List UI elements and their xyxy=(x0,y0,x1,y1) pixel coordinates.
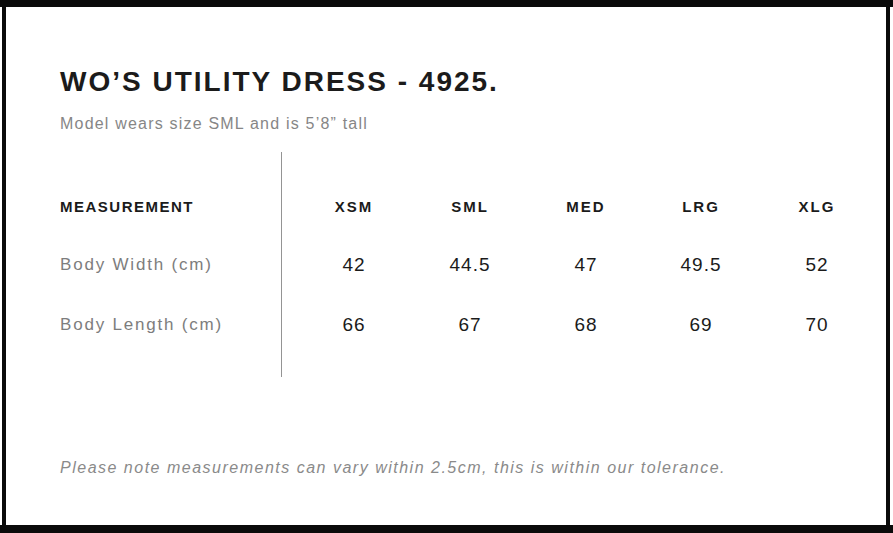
column-header-lrg: LRG xyxy=(643,198,759,216)
body-length-sml-value: 67 xyxy=(412,314,528,336)
row-label-body-width: Body Width (cm) xyxy=(60,254,213,276)
body-length-xlg-value: 70 xyxy=(759,314,875,336)
row-label-body-length: Body Length (cm) xyxy=(60,314,223,336)
page-title: WO’S UTILITY DRESS - 4925. xyxy=(60,66,499,98)
body-length-xsm-value: 66 xyxy=(296,314,412,336)
size-guide-page: WO’S UTILITY DRESS - 4925. Model wears s… xyxy=(0,0,893,533)
model-size-note: Model wears size SML and is 5’8” tall xyxy=(60,115,368,133)
table-row-body-width: Body Width (cm) 42 44.5 47 49.5 52 xyxy=(0,254,893,276)
body-width-sml-value: 44.5 xyxy=(412,254,528,276)
column-header-sml: SML xyxy=(412,198,528,216)
size-chart-header-row: MEASUREMENT XSM SML MED LRG XLG xyxy=(0,198,893,216)
body-length-lrg-value: 69 xyxy=(643,314,759,336)
body-width-lrg-value: 49.5 xyxy=(643,254,759,276)
column-header-xlg: XLG xyxy=(759,198,875,216)
table-row-body-length: Body Length (cm) 66 67 68 69 70 xyxy=(0,314,893,336)
body-width-xlg-value: 52 xyxy=(759,254,875,276)
frame-border-top xyxy=(0,0,893,7)
measurement-column-header: MEASUREMENT xyxy=(60,198,194,216)
body-width-xsm-value: 42 xyxy=(296,254,412,276)
tolerance-note: Please note measurements can vary within… xyxy=(60,459,726,477)
frame-border-bottom xyxy=(0,525,893,533)
body-width-med-value: 47 xyxy=(528,254,644,276)
column-header-med: MED xyxy=(528,198,644,216)
column-header-xsm: XSM xyxy=(296,198,412,216)
body-length-med-value: 68 xyxy=(528,314,644,336)
